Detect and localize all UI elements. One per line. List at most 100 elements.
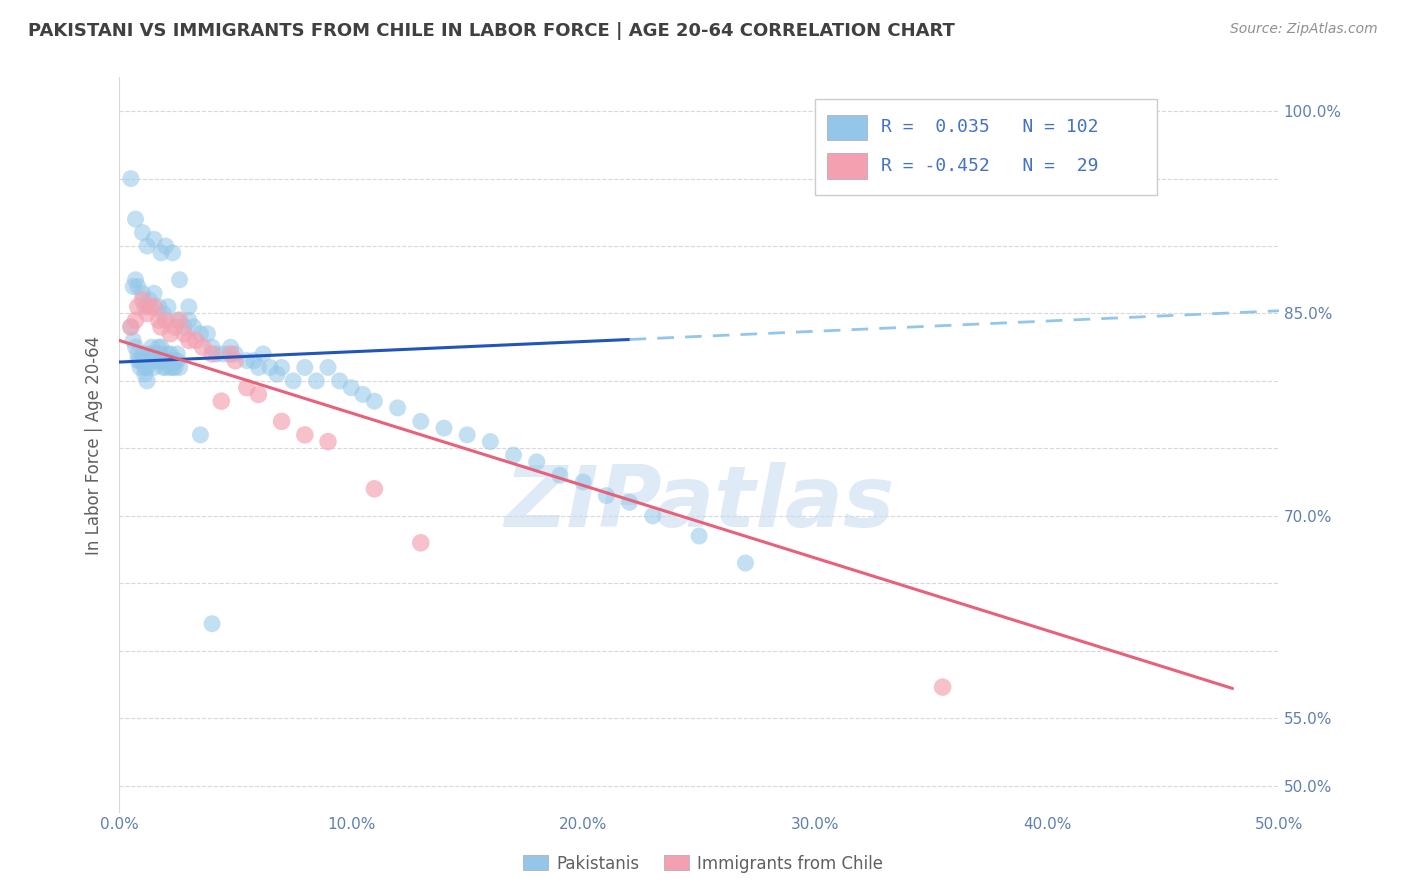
Point — [212, 347, 235, 361]
Point — [145, 347, 167, 361]
Point — [169, 273, 191, 287]
Point — [141, 347, 163, 361]
Point — [283, 374, 305, 388]
Point — [572, 475, 595, 489]
Point — [316, 360, 339, 375]
Point — [143, 353, 166, 368]
Point — [363, 482, 385, 496]
Point — [155, 239, 177, 253]
Point — [191, 340, 214, 354]
Point — [526, 455, 548, 469]
Point — [209, 394, 232, 409]
Point — [134, 360, 156, 375]
Text: ZIPatlas: ZIPatlas — [503, 462, 894, 545]
Point — [247, 360, 270, 375]
Point — [159, 326, 181, 341]
Point — [145, 353, 167, 368]
Point — [152, 360, 174, 375]
Point — [548, 468, 571, 483]
Point — [152, 353, 174, 368]
Point — [134, 300, 156, 314]
Point — [162, 245, 184, 260]
Point — [166, 313, 188, 327]
Point — [163, 353, 186, 368]
Point — [243, 353, 266, 368]
Point — [183, 320, 205, 334]
Point — [127, 347, 149, 361]
Point — [148, 340, 170, 354]
Point — [173, 326, 195, 341]
Bar — [827, 114, 868, 140]
Point — [734, 556, 756, 570]
Point — [363, 394, 385, 409]
Point — [136, 374, 159, 388]
Point — [252, 347, 274, 361]
Point — [259, 360, 281, 375]
Point — [138, 300, 160, 314]
Point — [387, 401, 409, 415]
Point — [156, 300, 179, 314]
Bar — [827, 153, 868, 178]
Point — [143, 232, 166, 246]
Point — [190, 326, 212, 341]
Point — [156, 347, 179, 361]
Point — [316, 434, 339, 449]
Point — [184, 334, 207, 348]
Point — [177, 334, 200, 348]
Point — [150, 340, 173, 354]
Point — [619, 495, 641, 509]
Point — [136, 239, 159, 253]
Point — [205, 347, 228, 361]
Point — [409, 414, 432, 428]
Point — [219, 340, 242, 354]
Point — [641, 508, 664, 523]
Point — [173, 320, 195, 334]
Point — [155, 313, 177, 327]
Point — [155, 360, 177, 375]
Point — [197, 326, 219, 341]
Point — [131, 353, 153, 368]
Point — [163, 360, 186, 375]
Point — [143, 286, 166, 301]
Text: R =  0.035   N = 102: R = 0.035 N = 102 — [882, 119, 1098, 136]
Legend: Pakistanis, Immigrants from Chile: Pakistanis, Immigrants from Chile — [516, 848, 890, 880]
Point — [138, 353, 160, 368]
Point — [270, 360, 292, 375]
Point — [688, 529, 710, 543]
Point — [120, 320, 142, 334]
Point — [352, 387, 374, 401]
Point — [177, 313, 200, 327]
Point — [127, 279, 149, 293]
Point — [456, 428, 478, 442]
Point — [329, 374, 352, 388]
Text: R = -0.452   N =  29: R = -0.452 N = 29 — [882, 157, 1098, 175]
Point — [305, 374, 328, 388]
Point — [169, 313, 191, 327]
Point — [148, 313, 170, 327]
Point — [148, 353, 170, 368]
Point — [138, 293, 160, 307]
Point — [266, 367, 288, 381]
Point — [131, 347, 153, 361]
Text: Source: ZipAtlas.com: Source: ZipAtlas.com — [1230, 22, 1378, 37]
Point — [201, 340, 224, 354]
Point — [294, 428, 316, 442]
Point — [141, 340, 163, 354]
Point — [124, 212, 146, 227]
Point — [152, 306, 174, 320]
Point — [134, 367, 156, 381]
Point — [131, 293, 153, 307]
Point — [166, 347, 188, 361]
Point — [136, 306, 159, 320]
Point — [122, 279, 145, 293]
Point — [155, 353, 177, 368]
Point — [159, 360, 181, 375]
Text: PAKISTANI VS IMMIGRANTS FROM CHILE IN LABOR FORCE | AGE 20-64 CORRELATION CHART: PAKISTANI VS IMMIGRANTS FROM CHILE IN LA… — [28, 22, 955, 40]
Point — [150, 320, 173, 334]
Point — [129, 353, 152, 368]
Point — [131, 226, 153, 240]
FancyBboxPatch shape — [815, 100, 1157, 195]
Point — [120, 320, 142, 334]
Point — [138, 347, 160, 361]
Point — [127, 353, 149, 368]
